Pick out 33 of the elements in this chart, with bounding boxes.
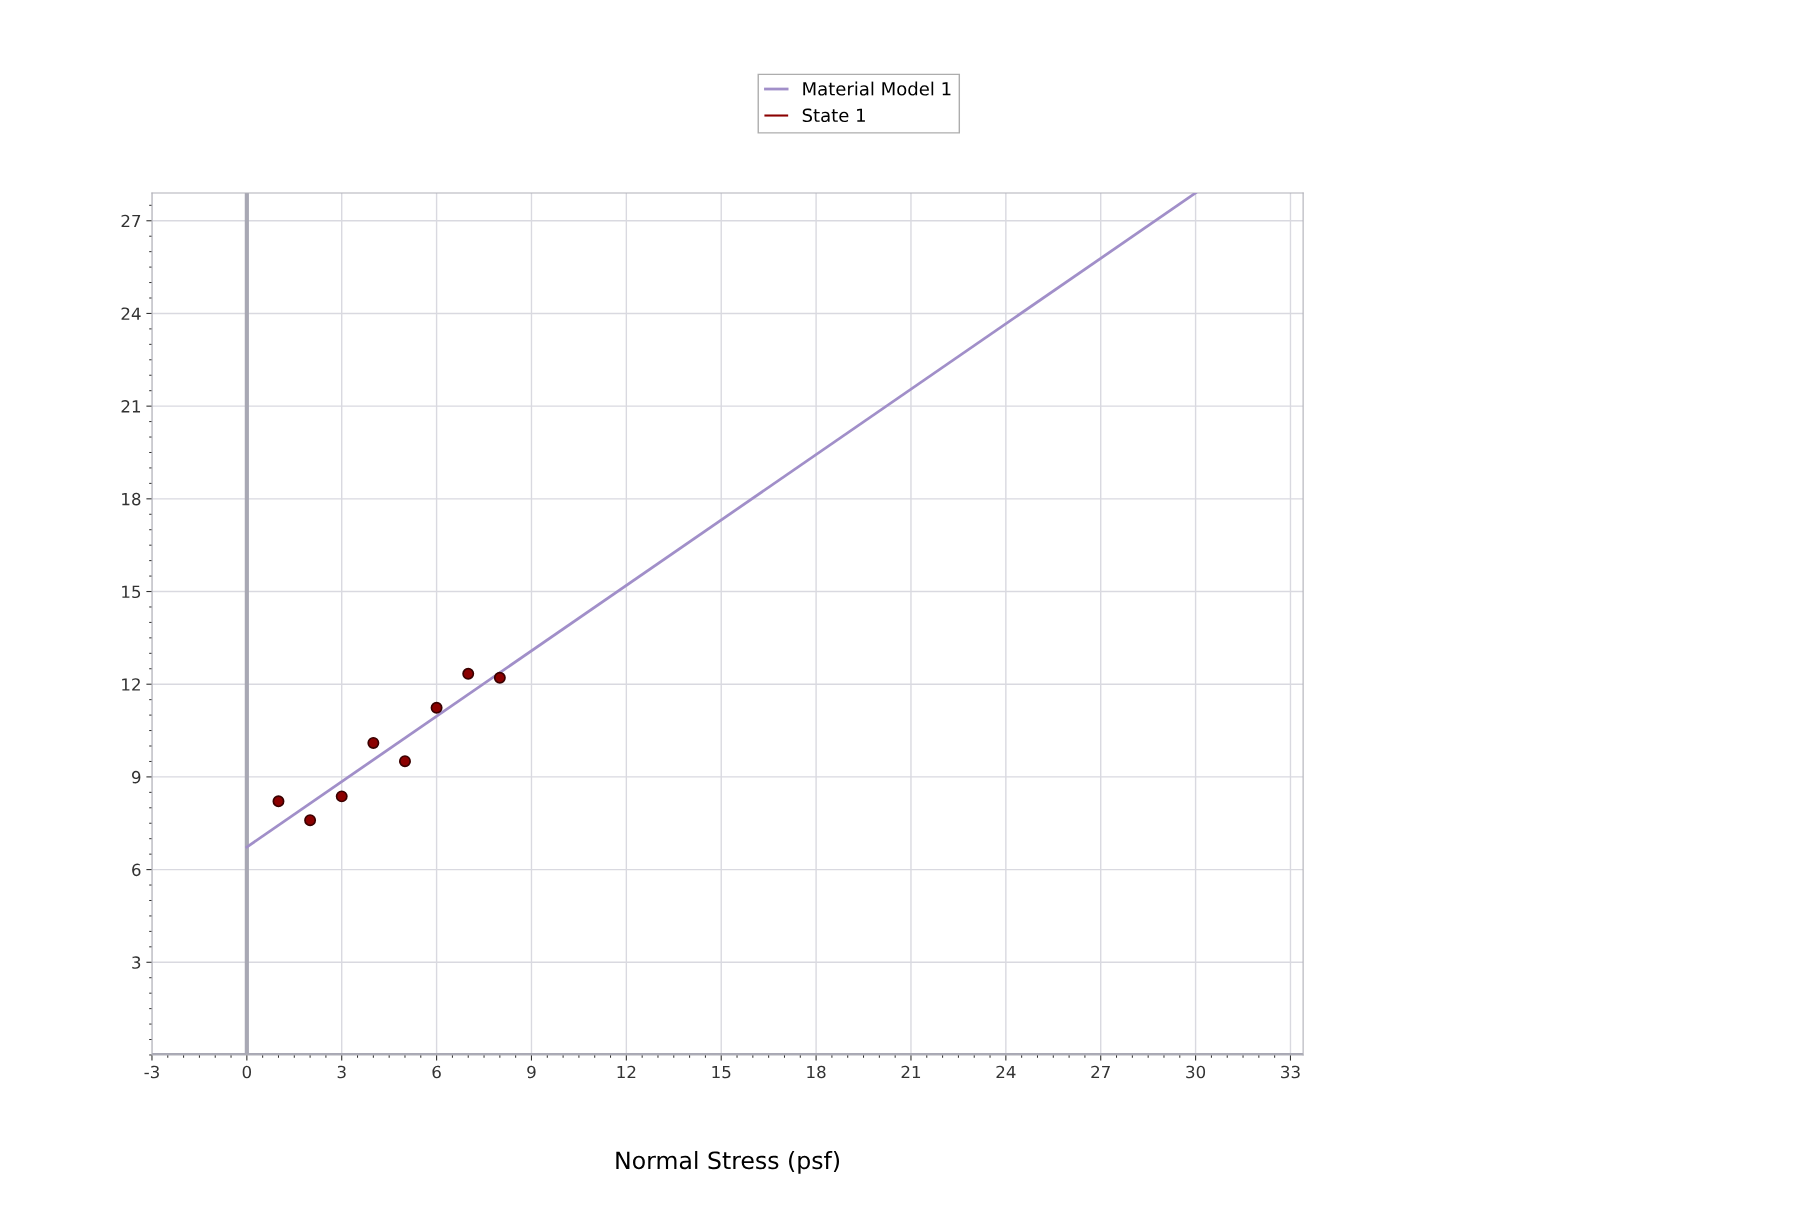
point <box>462 667 475 680</box>
x-tick-label: 12 <box>617 1065 636 1079</box>
point <box>304 814 317 827</box>
x-tick-label: -3 <box>144 1065 159 1079</box>
x-tick-label: 9 <box>527 1065 536 1079</box>
point <box>335 790 348 803</box>
point <box>430 701 443 714</box>
x-tick-label: 3 <box>337 1065 346 1079</box>
y-tick-label: 18 <box>122 492 141 506</box>
x-axis-title: Normal Stress (psf) <box>616 1150 840 1174</box>
y-tick-label: 15 <box>122 585 141 599</box>
x-tick-label: 0 <box>242 1065 252 1079</box>
x-tick-label: 27 <box>1091 1065 1110 1079</box>
point <box>398 755 411 768</box>
x-tick-label: 6 <box>432 1065 441 1079</box>
y-tick-label: 24 <box>121 307 141 320</box>
y-tick-label: 27 <box>121 214 141 228</box>
x-tick-label: 21 <box>901 1065 921 1079</box>
y-tick-label: 9 <box>132 770 141 784</box>
point <box>272 795 285 808</box>
x-tick-label: 18 <box>807 1065 826 1079</box>
point <box>367 736 380 749</box>
y-tick-label: 12 <box>122 678 140 691</box>
point <box>493 671 506 684</box>
x-tick-label: 33 <box>1281 1065 1300 1079</box>
y-tick-label: 3 <box>132 956 141 969</box>
legend-label: State 1 <box>802 108 865 123</box>
x-tick-label: 24 <box>996 1065 1016 1079</box>
y-tick-label: 6 <box>132 863 141 877</box>
legend-label: Material Model 1 <box>803 81 951 96</box>
x-tick-label: 30 <box>1186 1065 1206 1079</box>
x-tick-label: 15 <box>712 1065 731 1079</box>
y-tick-label: 21 <box>121 400 141 413</box>
